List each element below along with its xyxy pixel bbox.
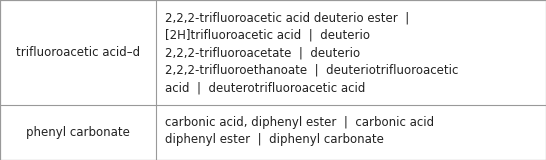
Text: 2,2,2-trifluoroacetic acid deuterio ester  |
[2H]trifluoroacetic acid  |  deuter: 2,2,2-trifluoroacetic acid deuterio este… [165, 11, 459, 94]
Text: phenyl carbonate: phenyl carbonate [26, 126, 130, 139]
Text: trifluoroacetic acid–d: trifluoroacetic acid–d [16, 46, 140, 59]
Text: carbonic acid, diphenyl ester  |  carbonic acid
diphenyl ester  |  diphenyl carb: carbonic acid, diphenyl ester | carbonic… [165, 116, 435, 147]
